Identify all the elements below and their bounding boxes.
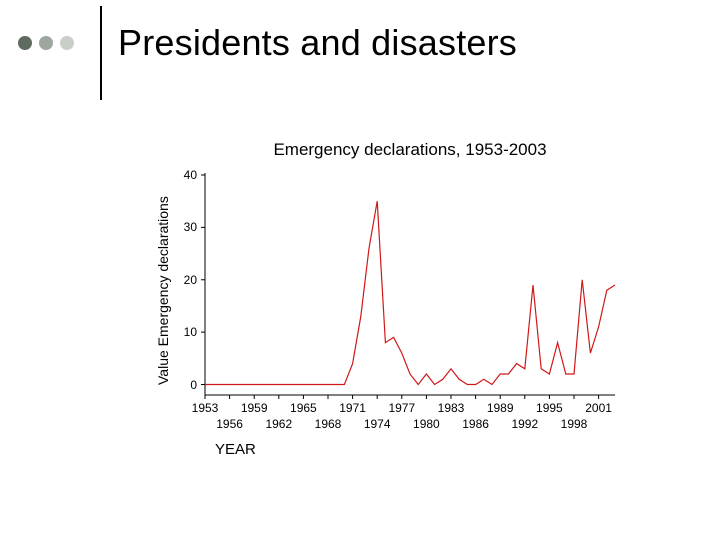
x-tick: 1983 [438,401,465,415]
x-tick: 1995 [536,401,563,415]
y-tick: 20 [175,273,197,287]
y-tick: 40 [175,168,197,182]
y-tick: 10 [175,325,197,339]
x-tick: 1965 [290,401,317,415]
x-tick: 1992 [511,417,538,431]
slide: Presidents and disasters Emergency decla… [0,0,720,540]
x-tick: 1980 [413,417,440,431]
x-tick: 1959 [241,401,268,415]
chart-svg [0,0,720,540]
x-tick: 1986 [462,417,489,431]
x-tick: 1968 [315,417,342,431]
x-tick: 1974 [364,417,391,431]
x-tick: 1989 [487,401,514,415]
chart-plot [0,0,720,540]
y-tick: 30 [175,220,197,234]
y-tick: 0 [175,378,197,392]
x-tick: 1971 [339,401,366,415]
x-tick: 1977 [388,401,415,415]
x-tick: 1998 [561,417,588,431]
x-tick: 2001 [585,401,612,415]
x-tick: 1956 [216,417,243,431]
x-tick: 1962 [265,417,292,431]
x-tick: 1953 [192,401,219,415]
